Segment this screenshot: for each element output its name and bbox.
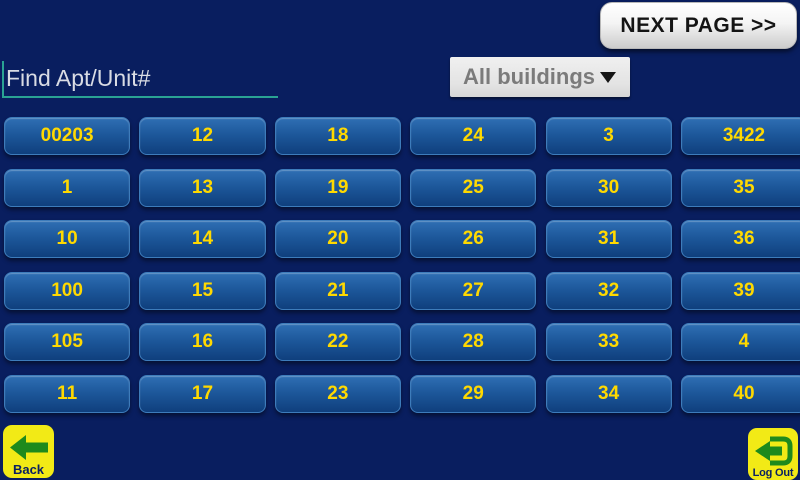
apt-unit-button[interactable]: 10 [4,220,131,258]
apt-grid-row: 100 15 21 27 32 39 [4,271,800,310]
apt-unit-button[interactable]: 13 [139,168,266,207]
next-page-button[interactable]: NEXT PAGE >> [600,2,797,49]
apt-grid-row: 105 16 22 28 33 4 [4,323,800,361]
apt-grid: 00203 12 18 24 3 3422 1 13 19 25 30 35 10 14 20 26 31 36 1… [4,117,800,426]
apt-grid-row: 11 17 23 29 34 40 [4,374,800,413]
apt-unit-button[interactable]: 16 [139,323,266,361]
apt-unit-button[interactable]: 100 [4,271,131,310]
text-cursor [2,61,4,96]
apt-unit-button[interactable]: 31 [545,220,672,258]
apt-unit-button[interactable]: 30 [545,168,672,207]
apt-unit-button[interactable]: 40 [680,374,800,413]
apt-unit-button[interactable]: 20 [274,220,401,258]
logout-button-label: Log Out [752,467,794,479]
apt-unit-button[interactable]: 4 [680,323,800,361]
apt-unit-button[interactable]: 3422 [680,117,800,155]
building-filter-select[interactable]: All buildings [450,57,630,97]
apt-unit-button[interactable]: 19 [274,168,401,207]
apt-unit-button[interactable]: 27 [410,271,537,310]
caret-down-icon [600,71,616,83]
apt-unit-button[interactable]: 11 [4,374,131,413]
apt-grid-row: 1 13 19 25 30 35 [4,168,800,207]
apt-grid-row: 00203 12 18 24 3 3422 [4,117,800,155]
apt-unit-button[interactable]: 28 [410,323,537,361]
apt-unit-button[interactable]: 23 [274,374,401,413]
back-button-label: Back [12,462,45,477]
apt-unit-button[interactable]: 36 [680,220,800,258]
apt-unit-button[interactable]: 32 [545,271,672,310]
back-button[interactable]: Back [3,425,54,478]
building-filter-label: All buildings [463,64,595,89]
apt-unit-button[interactable]: 25 [410,168,537,207]
logout-icon [753,436,793,466]
search-field-wrap [2,60,278,98]
apt-unit-button[interactable]: 39 [680,271,800,310]
apt-unit-button[interactable]: 00203 [4,117,131,155]
back-arrow-icon [9,434,49,461]
search-input[interactable] [2,60,278,98]
apt-unit-button[interactable]: 29 [410,374,537,413]
apt-unit-button[interactable]: 34 [545,374,672,413]
apt-unit-button[interactable]: 15 [139,271,266,310]
apt-unit-button[interactable]: 14 [139,220,266,258]
apt-unit-button[interactable]: 18 [274,117,401,155]
apt-unit-button[interactable]: 12 [139,117,266,155]
logout-button[interactable]: Log Out [748,428,798,480]
apt-unit-button[interactable]: 3 [545,117,672,155]
apt-unit-button[interactable]: 1 [4,168,131,207]
apt-unit-button[interactable]: 21 [274,271,401,310]
apt-unit-button[interactable]: 17 [139,374,266,413]
apt-unit-button[interactable]: 24 [410,117,537,155]
apt-unit-button[interactable]: 22 [274,323,401,361]
apt-unit-button[interactable]: 33 [545,323,672,361]
apt-unit-button[interactable]: 35 [680,168,800,207]
apt-grid-row: 10 14 20 26 31 36 [4,220,800,258]
apt-unit-button[interactable]: 105 [4,323,131,361]
apt-unit-button[interactable]: 26 [410,220,537,258]
